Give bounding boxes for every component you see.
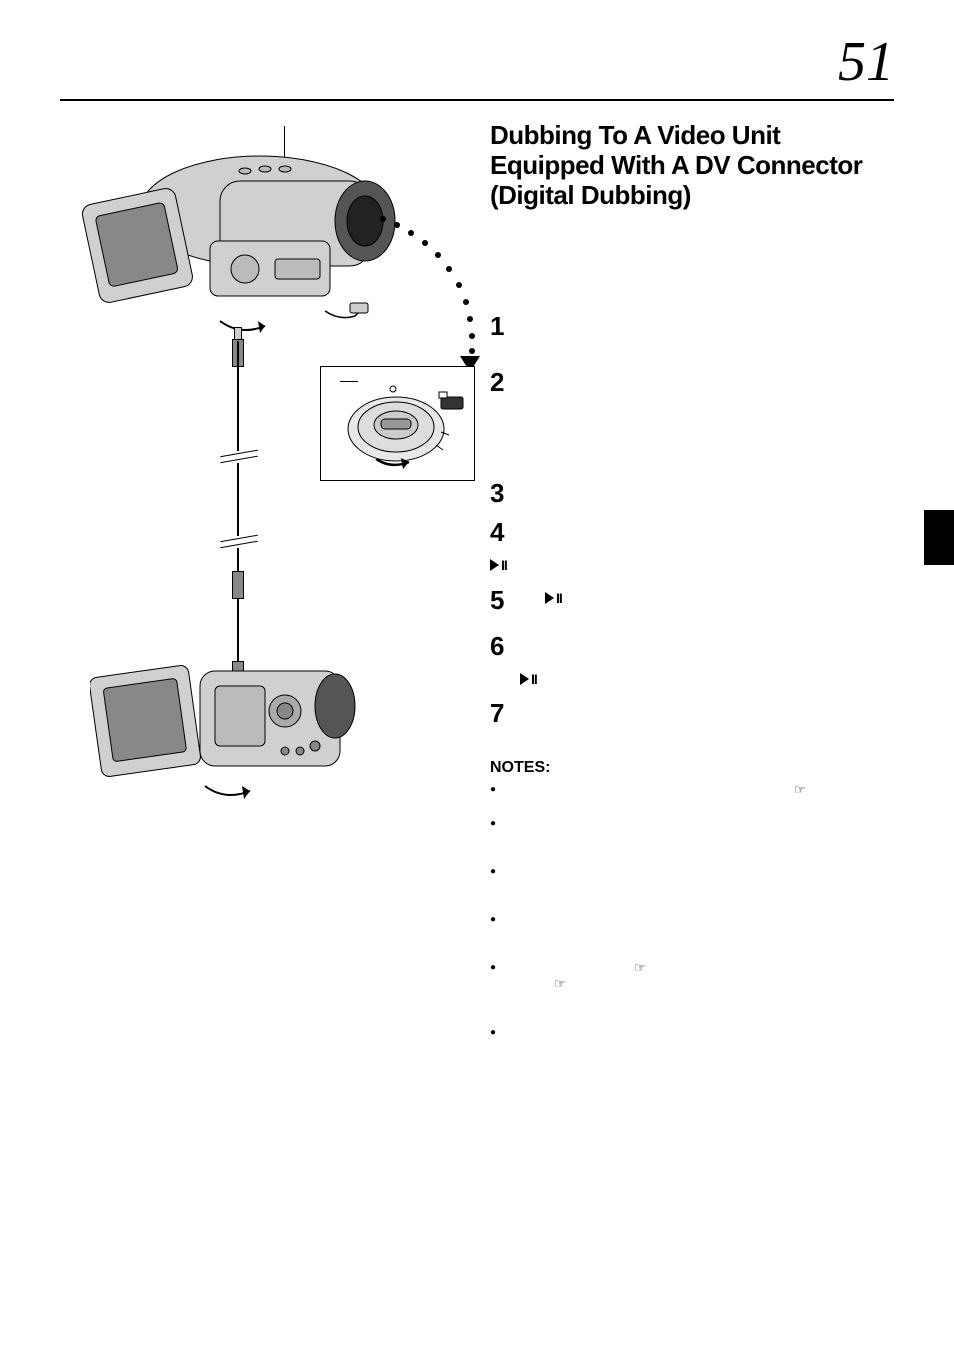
content-area: Dubbing To A Video Unit Equipped With A … <box>60 121 894 1073</box>
pause-icon: II <box>556 590 562 606</box>
pause-icon: II <box>531 671 537 687</box>
step-number: 1 <box>490 311 520 342</box>
page-number: 51 <box>60 30 894 94</box>
step-number: 3 <box>490 478 520 509</box>
camera-bottom-illustration <box>90 651 370 811</box>
step-3: 3 <box>490 478 894 509</box>
step-number: 5 <box>490 585 520 616</box>
step-4-extra: II <box>490 556 894 573</box>
connection-diagram <box>60 121 460 801</box>
step-list: 1 2 3 4 II 5 I <box>490 311 894 729</box>
step-number: 4 <box>490 517 520 548</box>
cable-plug-mid <box>232 571 244 599</box>
play-icon <box>520 673 529 685</box>
note-item <box>490 816 894 846</box>
play-pause-icon: II <box>490 557 507 573</box>
play-icon <box>545 592 554 604</box>
step-1: 1 <box>490 311 894 342</box>
pause-icon: II <box>501 557 507 573</box>
step-number: 6 <box>490 631 520 662</box>
reference-hand-icon: ☞ <box>634 960 646 976</box>
note-item <box>490 912 894 942</box>
step-number: 7 <box>490 698 520 729</box>
notes-list: ☞ ☞ ☞ <box>490 782 894 1055</box>
note-item: ☞ <box>490 782 894 798</box>
side-tab <box>924 510 954 565</box>
step-7: 7 <box>490 698 894 729</box>
power-dial-inset <box>320 366 475 481</box>
play-icon <box>490 559 499 571</box>
step-4: 4 <box>490 517 894 548</box>
step-5: 5 II <box>490 585 894 616</box>
play-pause-icon: II <box>545 590 562 606</box>
note-item: ☞ ☞ <box>490 960 894 1007</box>
notes-header: NOTES: <box>490 759 894 777</box>
reference-hand-icon: ☞ <box>554 976 566 992</box>
reference-hand-icon: ☞ <box>794 782 806 798</box>
right-column: Dubbing To A Video Unit Equipped With A … <box>490 121 894 1073</box>
top-rule <box>60 99 894 101</box>
note-item <box>490 1025 894 1055</box>
pointer-line-dial <box>340 381 358 382</box>
cable-break-1 <box>220 451 258 463</box>
play-pause-icon: II <box>520 671 537 687</box>
section-title: Dubbing To A Video Unit Equipped With A … <box>490 121 894 211</box>
step-number: 2 <box>490 367 520 398</box>
note-item <box>490 864 894 894</box>
cable-break-2 <box>220 536 258 548</box>
left-column <box>60 121 460 1073</box>
step-6-extra: II <box>520 670 894 688</box>
step-2: 2 <box>490 367 894 398</box>
step-6: 6 <box>490 631 894 662</box>
cable-line <box>237 341 239 681</box>
camera-top-illustration <box>80 141 430 351</box>
